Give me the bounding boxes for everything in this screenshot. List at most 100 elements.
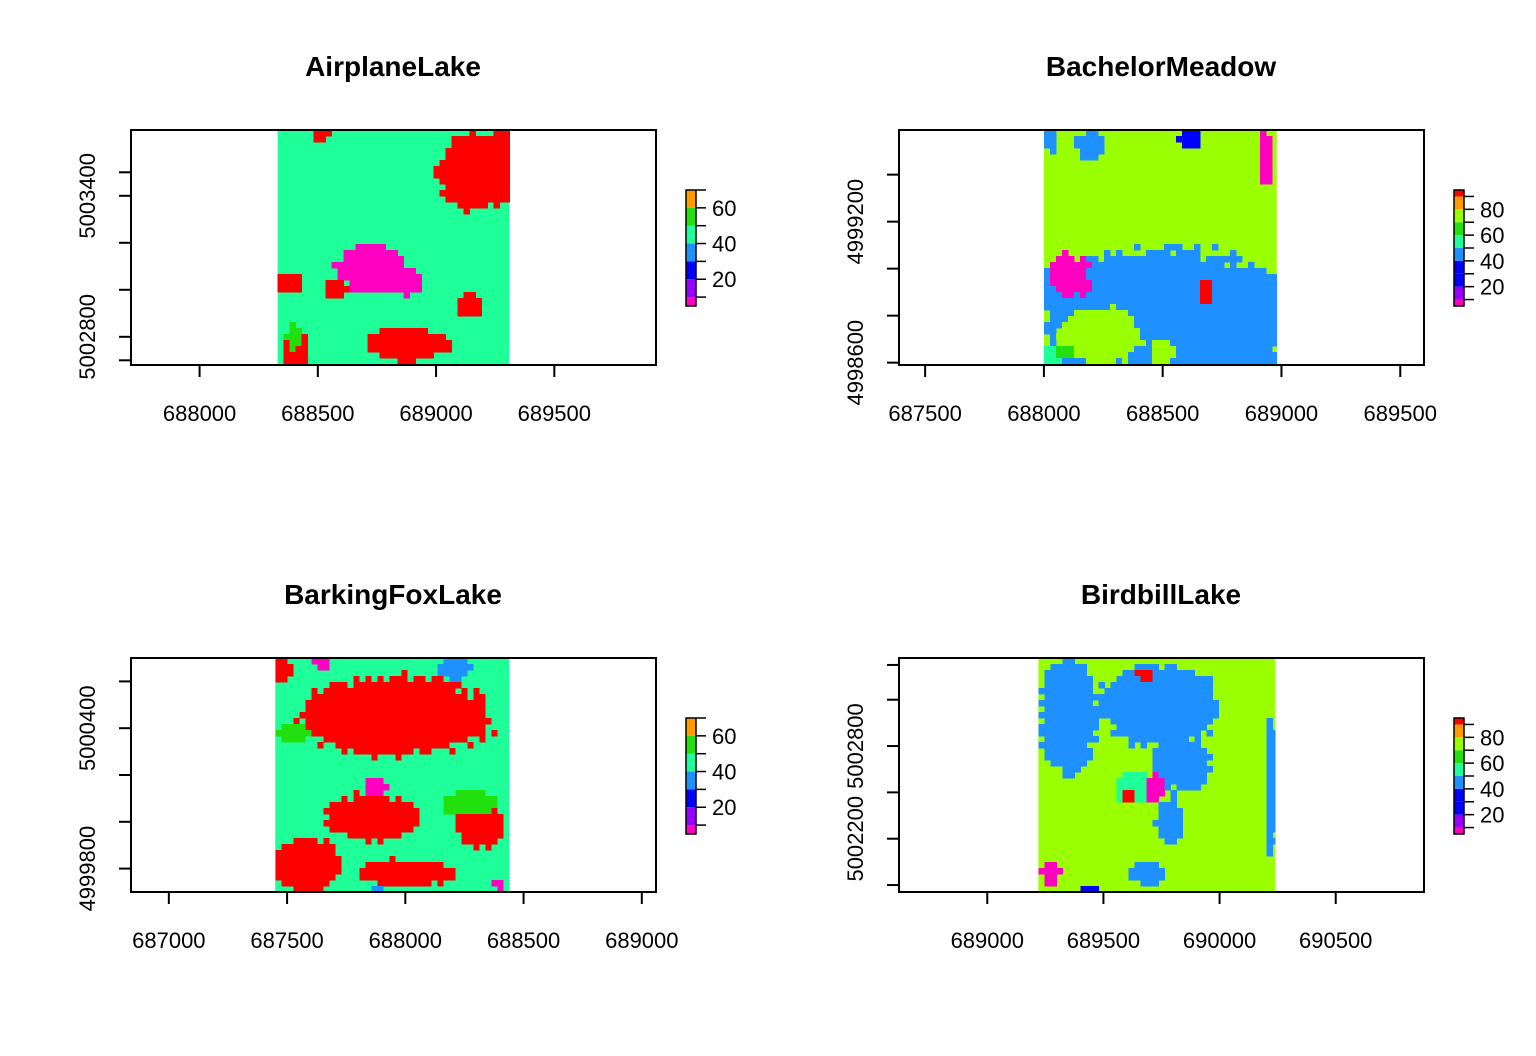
raster-cell [1079,280,1087,287]
raster-cell [1074,682,1081,689]
legend-swatch [1454,235,1464,248]
raster-cell [1139,274,1147,281]
raster-cell [1163,262,1171,269]
raster-cell [1079,358,1087,365]
raster-cell [389,694,396,701]
raster-cell [491,826,498,833]
raster-cell [1122,712,1129,719]
raster-cell [1080,760,1087,767]
raster-cell [1062,700,1069,707]
raster-cell [439,166,447,173]
raster-cell [1085,310,1093,317]
raster-cell [1127,274,1135,281]
raster-cell [1061,298,1069,305]
raster-cell [1109,358,1117,365]
raster-cell [473,802,480,809]
raster-cell [463,172,471,179]
legend-swatch [1454,750,1464,764]
raster-cell [1194,694,1201,701]
raster-cell [359,718,366,725]
raster-cell [335,742,342,749]
raster-cell [287,880,294,887]
raster-cell [331,286,339,293]
raster-cell [437,682,444,689]
raster-cell [1068,664,1075,671]
raster-cell [349,280,357,287]
raster-cell [1266,796,1273,803]
raster-cell [1157,352,1165,359]
raster-cell [1175,268,1183,275]
raster-cell [397,262,405,269]
raster-cell [1109,280,1117,287]
raster-cell [335,808,342,815]
raster-cell [1266,748,1273,755]
raster-cell [443,664,450,671]
raster-cell [1128,688,1135,695]
raster-cell [1049,274,1057,281]
raster-cell [1086,886,1093,893]
raster-cell [1247,346,1255,353]
raster-cell [1265,310,1273,317]
raster-cell [505,142,510,149]
raster-cell [449,718,456,725]
raster-cell [1067,328,1075,335]
legend-tick-label: 40 [1480,249,1504,274]
raster-cell [1157,262,1165,269]
raster-cell [1169,310,1177,317]
raster-cell [1176,688,1183,695]
raster-cell [349,262,357,269]
raster-cell [347,808,354,815]
raster-cell [1079,334,1087,341]
raster-cell [1170,742,1177,749]
raster-cell [1133,334,1141,341]
raster-cell [479,736,486,743]
raster-cell [395,808,402,815]
raster-cell [1098,712,1105,719]
raster-cell [1145,310,1153,317]
raster-cell [1199,346,1207,353]
raster-cell [1157,346,1165,353]
raster-cell [1152,670,1159,677]
raster-cell [1265,358,1273,365]
raster-cell [419,718,426,725]
raster-cell [283,340,291,347]
raster-cell [1127,298,1135,305]
raster-cell [337,268,345,275]
raster-cell [1200,748,1207,755]
raster-cell [287,868,294,875]
raster-cell [403,292,411,299]
raster-cell [1134,772,1141,779]
raster-cell [379,268,387,275]
raster-cell [1079,298,1087,305]
raster-cell [335,724,342,731]
raster-cell [1044,874,1051,881]
raster-cell [1169,244,1177,251]
raster-cell [1152,736,1159,743]
raster-cell [449,748,456,755]
raster-cell [1205,262,1213,269]
raster-cell [1097,298,1105,305]
raster-cell [1044,754,1051,761]
raster-cell [1086,736,1093,743]
x-tick-label: 688500 [487,928,560,953]
raster-cell [1170,838,1177,845]
x-tick-label: 689000 [951,928,1024,953]
raster-cell [395,802,402,809]
raster-cell [1187,268,1195,275]
raster-cell [1080,754,1087,761]
raster-cell [1181,136,1189,143]
raster-cell [1049,136,1057,143]
raster-cell [355,244,363,251]
raster-cell [1272,838,1276,845]
raster-cell [1038,724,1045,731]
raster-cell [505,178,510,185]
legend-swatch [686,753,696,772]
raster-cell [1062,748,1069,755]
raster-cell [1200,694,1207,701]
raster-cell [419,700,426,707]
raster-cell [439,190,447,197]
raster-cell [481,154,489,161]
raster-cell [1187,292,1195,299]
raster-cell [1115,322,1123,329]
